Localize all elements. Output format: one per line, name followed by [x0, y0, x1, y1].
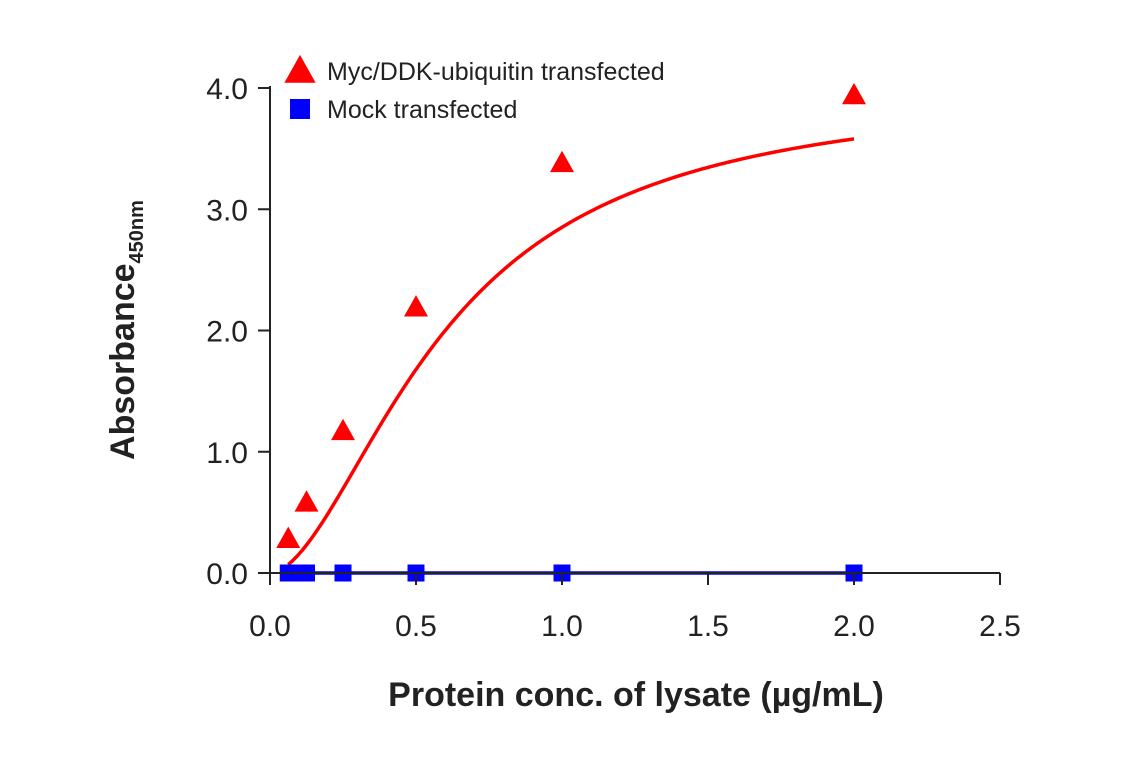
series-1-point [331, 418, 355, 441]
x-tick-label: 2.5 [979, 610, 1021, 643]
legend-label: Mock transfected [327, 96, 517, 124]
series-1-point [550, 150, 574, 173]
series-1-point [276, 526, 301, 549]
series-markers [276, 82, 866, 582]
y-tick-label: 3.0 [206, 194, 248, 227]
y-axis-title-main: Absorbance [104, 263, 142, 460]
y-tick-label: 4.0 [206, 73, 248, 106]
series-line-1 [287, 137, 855, 566]
legend: Myc/DDK-ubiquitin transfected Mock transf… [284, 54, 665, 124]
x-tick-label: 0.5 [395, 610, 437, 643]
y-tick-label: 1.0 [206, 437, 248, 470]
series-1-point [404, 295, 428, 317]
x-tick-label: 1.5 [687, 610, 729, 643]
legend-marker-triangle [284, 54, 316, 83]
x-tick-label: 1.0 [541, 610, 583, 643]
x-tick-label: 2.0 [833, 610, 875, 643]
series-1-point [842, 82, 866, 105]
y-axis-title: Absorbance450nm [104, 200, 148, 460]
legend-label: Myc/DDK-ubiquitin transfected [327, 58, 665, 86]
y-tick-label: 0.0 [206, 558, 248, 591]
x-tick-label: 0.0 [249, 610, 291, 643]
x-axis-title: Protein conc. of lysate (µg/mL) [388, 676, 884, 714]
series-1-point [294, 490, 319, 512]
y-axis-title-subscript: 450nm [126, 200, 148, 263]
series-curves [287, 137, 855, 575]
y-tick-label: 2.0 [206, 316, 248, 349]
axes: 0.0 1.0 2.0 3.0 4.0 0.0 0.5 1.0 1.5 2.0 2.5 [206, 73, 1021, 643]
legend-marker-square [290, 99, 310, 119]
